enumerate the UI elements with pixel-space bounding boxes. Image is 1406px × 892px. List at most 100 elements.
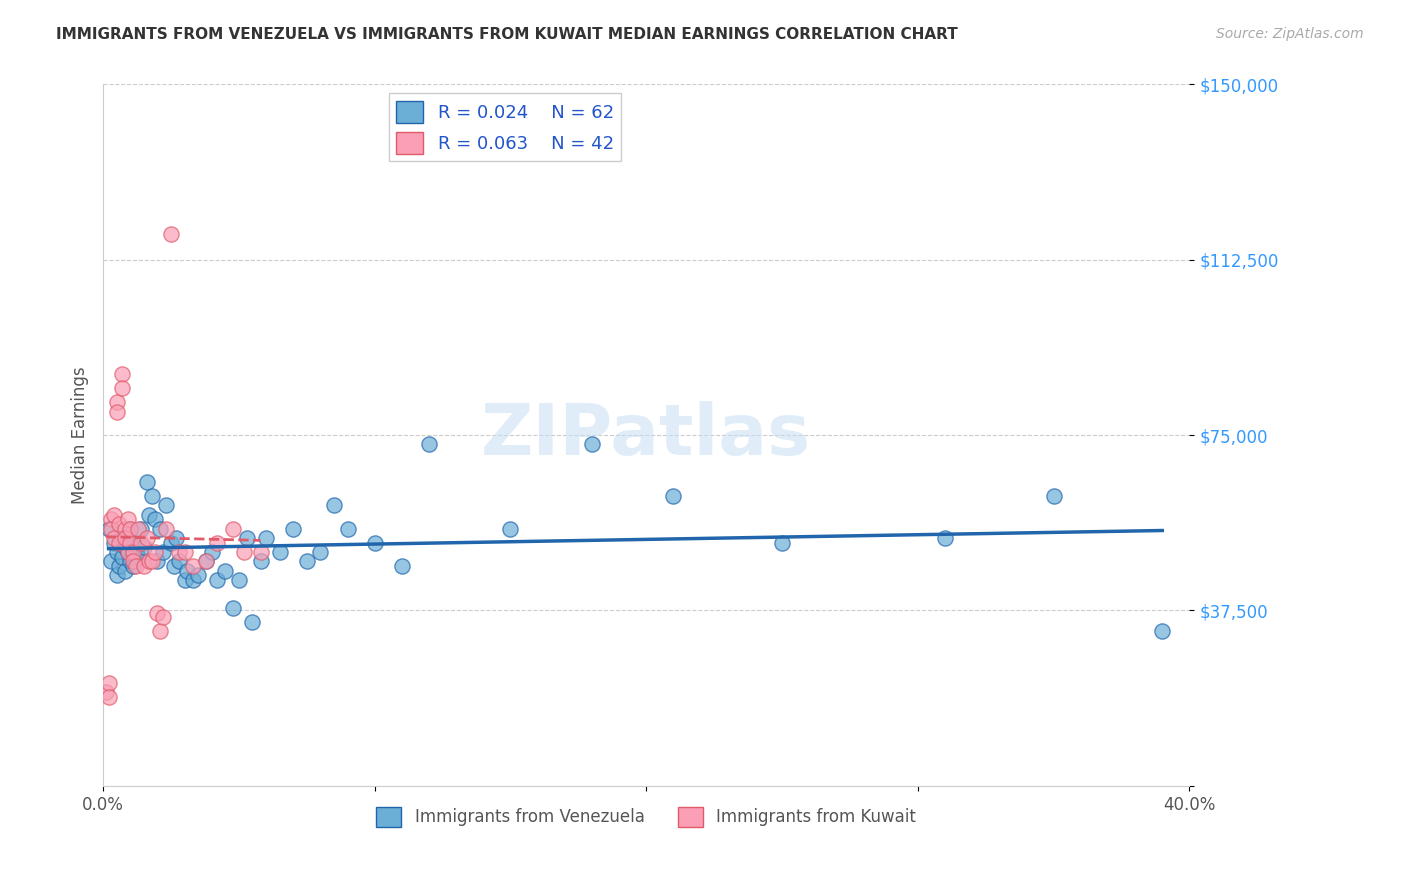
Point — [934, 531, 956, 545]
Point — [176, 564, 198, 578]
Point — [114, 531, 136, 545]
Point — [143, 512, 166, 526]
Point — [295, 554, 318, 568]
Point — [173, 573, 195, 587]
Point — [117, 545, 139, 559]
Point — [125, 559, 148, 574]
Point — [117, 526, 139, 541]
Point — [108, 516, 131, 531]
Point — [391, 559, 413, 574]
Point — [120, 554, 142, 568]
Point — [94, 685, 117, 699]
Point — [228, 573, 250, 587]
Point — [233, 545, 256, 559]
Point — [100, 554, 122, 568]
Point — [146, 554, 169, 568]
Point — [138, 554, 160, 568]
Point — [97, 676, 120, 690]
Point — [249, 545, 271, 559]
Point — [214, 564, 236, 578]
Point — [122, 545, 145, 559]
Point — [129, 522, 152, 536]
Point — [195, 554, 218, 568]
Point — [132, 559, 155, 574]
Point — [97, 522, 120, 536]
Point — [132, 541, 155, 555]
Point — [166, 531, 188, 545]
Point — [167, 554, 190, 568]
Point — [141, 489, 163, 503]
Point — [163, 559, 186, 574]
Point — [283, 522, 305, 536]
Point — [222, 522, 245, 536]
Point — [181, 573, 204, 587]
Point — [114, 564, 136, 578]
Point — [205, 535, 228, 549]
Point — [269, 545, 291, 559]
Text: IMMIGRANTS FROM VENEZUELA VS IMMIGRANTS FROM KUWAIT MEDIAN EARNINGS CORRELATION : IMMIGRANTS FROM VENEZUELA VS IMMIGRANTS … — [56, 27, 957, 42]
Point — [105, 405, 128, 419]
Point — [155, 498, 177, 512]
Point — [97, 690, 120, 704]
Point — [173, 545, 195, 559]
Point — [1042, 489, 1064, 503]
Point — [499, 522, 522, 536]
Point — [105, 568, 128, 582]
Point — [187, 568, 209, 582]
Point — [152, 610, 174, 624]
Point — [160, 227, 183, 241]
Point — [254, 531, 277, 545]
Point — [155, 522, 177, 536]
Point — [127, 549, 149, 564]
Point — [581, 437, 603, 451]
Point — [129, 535, 152, 549]
Point — [122, 554, 145, 568]
Point — [111, 381, 134, 395]
Point — [181, 559, 204, 574]
Point — [323, 498, 346, 512]
Y-axis label: Median Earnings: Median Earnings — [72, 367, 89, 504]
Point — [418, 437, 440, 451]
Point — [125, 545, 148, 559]
Point — [122, 535, 145, 549]
Legend: Immigrants from Venezuela, Immigrants from Kuwait: Immigrants from Venezuela, Immigrants fr… — [370, 800, 922, 833]
Point — [249, 554, 271, 568]
Point — [105, 395, 128, 409]
Point — [309, 545, 332, 559]
Point — [100, 522, 122, 536]
Point — [122, 559, 145, 574]
Text: Source: ZipAtlas.com: Source: ZipAtlas.com — [1216, 27, 1364, 41]
Point — [103, 531, 125, 545]
Point — [152, 545, 174, 559]
Point — [135, 531, 157, 545]
Point — [117, 512, 139, 526]
Point — [149, 522, 172, 536]
Point — [111, 368, 134, 382]
Point — [120, 535, 142, 549]
Point — [167, 545, 190, 559]
Point — [195, 554, 218, 568]
Point — [662, 489, 685, 503]
Point — [201, 545, 224, 559]
Point — [205, 573, 228, 587]
Point — [114, 541, 136, 555]
Point — [108, 535, 131, 549]
Point — [117, 545, 139, 559]
Point — [364, 535, 387, 549]
Point — [100, 512, 122, 526]
Point — [336, 522, 359, 536]
Point — [120, 522, 142, 536]
Point — [108, 559, 131, 574]
Point — [1152, 624, 1174, 639]
Text: ZIPatlas: ZIPatlas — [481, 401, 811, 469]
Point — [138, 508, 160, 522]
Point — [127, 522, 149, 536]
Point — [236, 531, 259, 545]
Point — [149, 624, 172, 639]
Point — [105, 545, 128, 559]
Point — [120, 522, 142, 536]
Point — [146, 606, 169, 620]
Point — [135, 475, 157, 489]
Point — [141, 554, 163, 568]
Point — [114, 522, 136, 536]
